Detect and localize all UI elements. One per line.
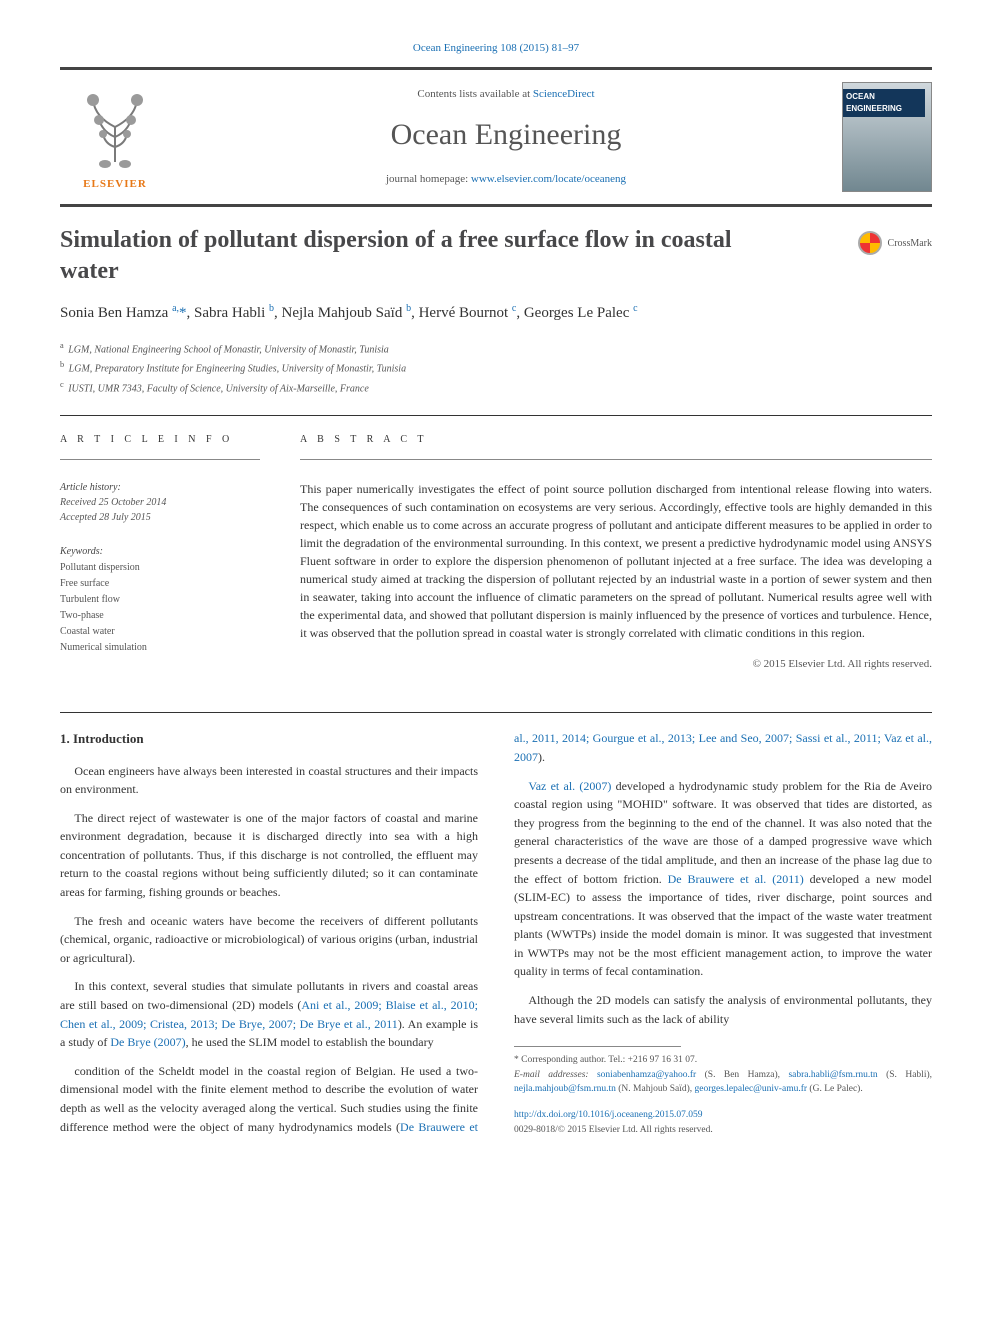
sciencedirect-link[interactable]: ScienceDirect bbox=[533, 88, 595, 100]
crossmark-icon bbox=[858, 231, 882, 255]
affiliation-item: c IUSTI, UMR 7343, Faculty of Science, U… bbox=[60, 378, 932, 397]
email-line: E-mail addresses: soniabenhamza@yahoo.fr… bbox=[514, 1068, 932, 1097]
divider-thin bbox=[300, 459, 932, 460]
body-paragraph: In this context, several studies that si… bbox=[60, 977, 478, 1051]
article-title: Simulation of pollutant dispersion of a … bbox=[60, 225, 780, 287]
body-paragraph: The direct reject of wastewater is one o… bbox=[60, 809, 478, 902]
elsevier-tree-icon bbox=[75, 82, 155, 172]
keyword-item: Numerical simulation bbox=[60, 640, 260, 656]
doi-link[interactable]: http://dx.doi.org/10.1016/j.oceaneng.201… bbox=[514, 1110, 703, 1120]
contents-line: Contents lists available at ScienceDirec… bbox=[170, 86, 842, 103]
journal-title: Ocean Engineering bbox=[170, 112, 842, 157]
doi-block: http://dx.doi.org/10.1016/j.oceaneng.201… bbox=[514, 1108, 932, 1137]
keywords-block: Keywords: Pollutant dispersionFree surfa… bbox=[60, 544, 260, 656]
journal-cover-title: OCEAN ENGINEERING bbox=[843, 89, 925, 117]
email-link[interactable]: nejla.mahjoub@fsm.rnu.tn bbox=[514, 1084, 616, 1094]
article-info-heading: A R T I C L E I N F O bbox=[60, 432, 260, 447]
publisher-label: ELSEVIER bbox=[83, 176, 147, 193]
crossmark-label: CrossMark bbox=[888, 236, 932, 251]
issn-line: 0029-8018/© 2015 Elsevier Ltd. All right… bbox=[514, 1125, 713, 1135]
abstract-heading: A B S T R A C T bbox=[300, 432, 932, 447]
footnotes: * Corresponding author. Tel.: +216 97 16… bbox=[514, 1053, 932, 1096]
body-paragraph: Ocean engineers have always been interes… bbox=[60, 762, 478, 799]
corresponding-author: * Corresponding author. Tel.: +216 97 16… bbox=[514, 1053, 932, 1067]
keywords-label: Keywords: bbox=[60, 544, 260, 560]
body-columns: 1. Introduction Ocean engineers have alw… bbox=[60, 729, 932, 1137]
keyword-item: Turbulent flow bbox=[60, 592, 260, 608]
keyword-item: Pollutant dispersion bbox=[60, 560, 260, 576]
email-link[interactable]: soniabenhamza@yahoo.fr bbox=[597, 1070, 696, 1080]
homepage-line: journal homepage: www.elsevier.com/locat… bbox=[170, 171, 842, 188]
history-label: Article history: bbox=[60, 480, 260, 495]
history-received: Received 25 October 2014 bbox=[60, 495, 260, 510]
journal-header: ELSEVIER Contents lists available at Sci… bbox=[60, 67, 932, 208]
journal-cover: OCEAN ENGINEERING bbox=[842, 82, 932, 192]
email-label: E-mail addresses: bbox=[514, 1070, 589, 1080]
keyword-item: Two-phase bbox=[60, 608, 260, 624]
crossmark-badge[interactable]: CrossMark bbox=[858, 231, 932, 255]
history-accepted: Accepted 28 July 2015 bbox=[60, 510, 260, 525]
email-link[interactable]: sabra.habli@fsm.rnu.tn bbox=[788, 1070, 877, 1080]
citation-line: Ocean Engineering 108 (2015) 81–97 bbox=[60, 40, 932, 57]
affiliation-item: a LGM, National Engineering School of Mo… bbox=[60, 339, 932, 358]
abstract-text: This paper numerically investigates the … bbox=[300, 480, 932, 642]
affiliation-item: b LGM, Preparatory Institute for Enginee… bbox=[60, 358, 932, 377]
contents-prefix: Contents lists available at bbox=[417, 88, 532, 100]
keyword-item: Free surface bbox=[60, 576, 260, 592]
body-paragraph: The fresh and oceanic waters have become… bbox=[60, 912, 478, 968]
email-link[interactable]: georges.lepalec@univ-amu.fr bbox=[695, 1084, 808, 1094]
footnote-rule bbox=[514, 1046, 681, 1047]
copyright-line: © 2015 Elsevier Ltd. All rights reserved… bbox=[300, 656, 932, 673]
publisher-logo: ELSEVIER bbox=[60, 82, 170, 193]
body-paragraph: Vaz et al. (2007) developed a hydrodynam… bbox=[514, 777, 932, 982]
author-list: Sonia Ben Hamza a,*, Sabra Habli b, Nejl… bbox=[60, 301, 932, 325]
section-heading-introduction: 1. Introduction bbox=[60, 729, 478, 749]
affiliations: a LGM, National Engineering School of Mo… bbox=[60, 339, 932, 397]
homepage-link[interactable]: www.elsevier.com/locate/oceaneng bbox=[471, 173, 626, 185]
keyword-item: Coastal water bbox=[60, 624, 260, 640]
body-paragraph: Although the 2D models can satisfy the a… bbox=[514, 991, 932, 1028]
article-history: Article history: Received 25 October 201… bbox=[60, 480, 260, 525]
divider-rule bbox=[60, 415, 932, 416]
divider-rule bbox=[60, 712, 932, 713]
homepage-prefix: journal homepage: bbox=[386, 173, 471, 185]
divider-thin bbox=[60, 459, 260, 460]
